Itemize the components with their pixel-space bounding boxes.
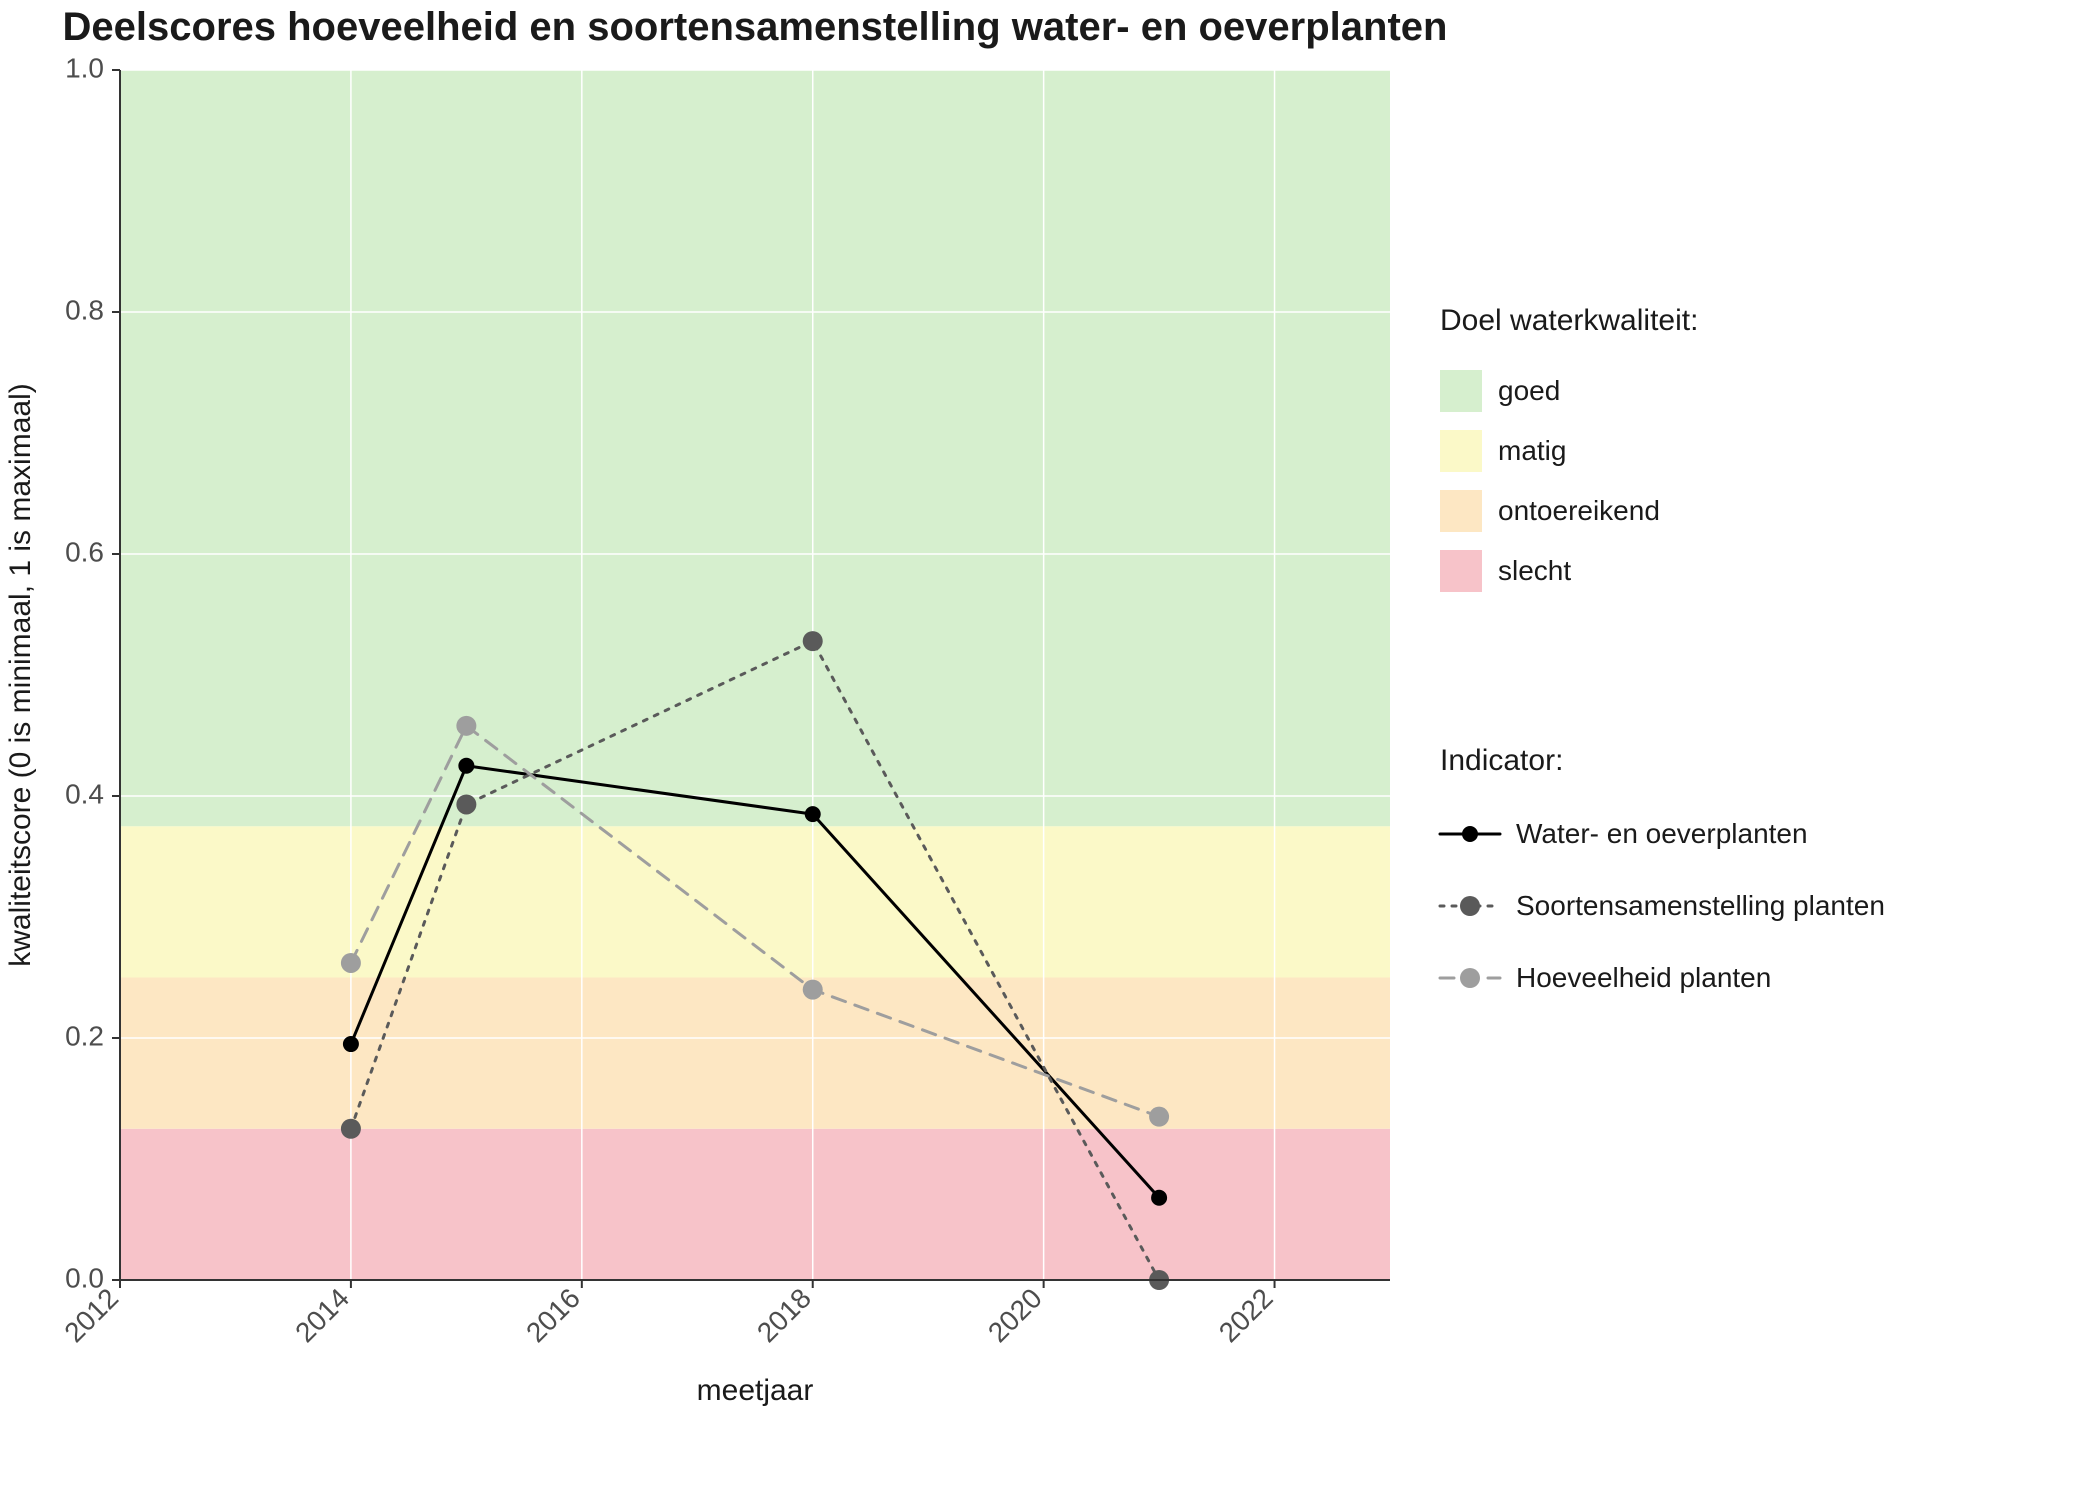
point-Hoeveelheid planten [341,953,361,973]
point-Water- en oeverplanten [458,758,474,774]
xtick-label: 2014 [289,1282,355,1348]
legend-marker-Soortensamenstelling planten [1460,896,1480,916]
legend-swatch-goed [1440,370,1482,412]
legend-marker-Hoeveelheid planten [1460,968,1480,988]
point-Water- en oeverplanten [343,1036,359,1052]
point-Water- en oeverplanten [1151,1190,1167,1206]
legend-band-label: matig [1498,435,1566,466]
ytick-label: 0.8 [65,294,104,325]
chart-container: 0.00.20.40.60.81.02012201420162018202020… [0,0,2100,1500]
point-Hoeveelheid planten [803,980,823,1000]
ytick-label: 0.4 [65,778,104,809]
xtick-label: 2018 [751,1282,817,1348]
legend-swatch-slecht [1440,550,1482,592]
legend-band-label: goed [1498,375,1560,406]
chart-svg: 0.00.20.40.60.81.02012201420162018202020… [0,0,2100,1500]
ytick-label: 1.0 [65,52,104,83]
band-matig [120,826,1390,977]
legend-series-title: Indicator: [1440,744,1563,777]
xtick-label: 2016 [520,1282,586,1348]
point-Soortensamenstelling planten [803,631,823,651]
point-Hoeveelheid planten [456,716,476,736]
background-bands [120,70,1390,1280]
legend-marker-Water- en oeverplanten [1462,826,1478,842]
legend-series-label: Hoeveelheid planten [1516,962,1771,993]
point-Water- en oeverplanten [805,806,821,822]
legend-series-label: Water- en oeverplanten [1516,818,1808,849]
point-Soortensamenstelling planten [456,794,476,814]
legend-band-title: Doel waterkwaliteit: [1440,304,1698,337]
legend-band-label: slecht [1498,555,1571,586]
legend-band-label: ontoereikend [1498,495,1660,526]
y-axis-title: kwaliteitscore (0 is minimaal, 1 is maxi… [4,383,37,966]
legend-swatch-matig [1440,430,1482,472]
band-goed [120,70,1390,826]
band-ontoereikend [120,978,1390,1129]
ytick-label: 0.6 [65,536,104,567]
xtick-label: 2020 [982,1282,1048,1348]
point-Hoeveelheid planten [1149,1107,1169,1127]
legend-series-label: Soortensamenstelling planten [1516,890,1885,921]
band-slecht [120,1129,1390,1280]
chart-title: Deelscores hoeveelheid en soortensamenst… [63,5,1448,49]
x-axis-title: meetjaar [697,1374,814,1407]
ytick-label: 0.2 [65,1020,104,1051]
legend-swatch-ontoereikend [1440,490,1482,532]
xtick-label: 2022 [1213,1282,1279,1348]
point-Soortensamenstelling planten [341,1119,361,1139]
